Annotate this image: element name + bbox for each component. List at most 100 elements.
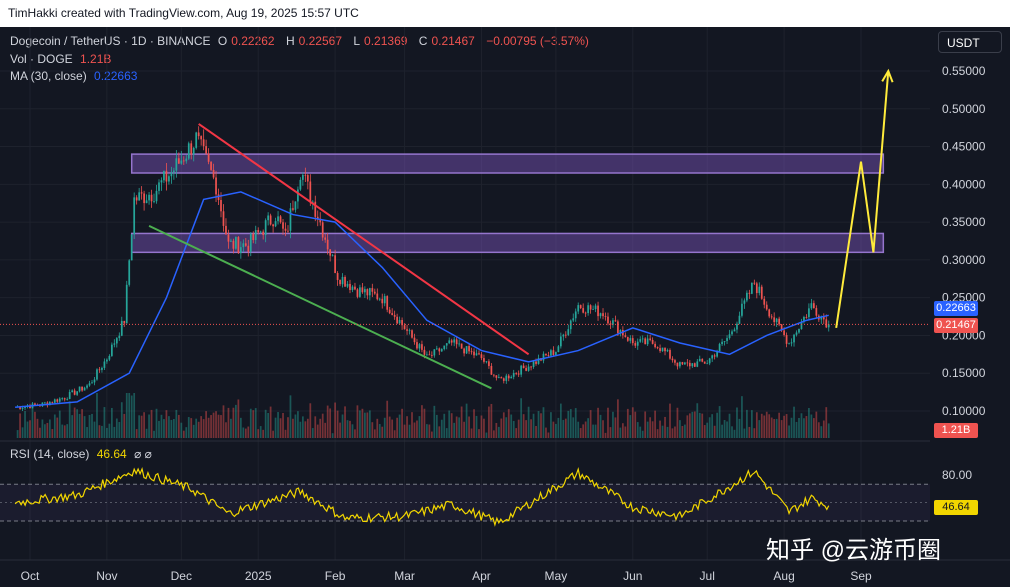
volume-bar: [453, 422, 456, 438]
volume-bar: [646, 421, 649, 438]
candle-body: [773, 317, 776, 323]
candle-body: [81, 386, 83, 391]
volume-bar: [44, 424, 46, 438]
currency-button[interactable]: USDT: [938, 31, 1002, 53]
candle-body: [53, 399, 56, 403]
candle-body: [497, 377, 500, 378]
ma-label: MA (30, close): [10, 69, 87, 83]
candle-body: [793, 334, 795, 343]
volume-bar: [500, 418, 503, 438]
volume-bar: [765, 411, 768, 438]
candle-body: [552, 350, 555, 355]
candle-body: [83, 387, 86, 391]
volume-bar: [138, 415, 141, 438]
candle-body: [403, 325, 406, 330]
candle-body: [475, 353, 478, 356]
volume-bar: [411, 412, 413, 438]
volume-bar: [619, 427, 622, 438]
candle-body: [775, 318, 778, 323]
candle-body: [743, 300, 746, 304]
volume-bar: [267, 412, 270, 438]
volume-bar: [133, 393, 136, 438]
x-tick-label: Dec: [171, 569, 192, 583]
volume-bar: [681, 426, 684, 438]
volume-bar: [817, 422, 820, 438]
symbol-legend[interactable]: Dogecoin / TetherUS · 1D · BINANCE O 0.22…: [10, 34, 593, 48]
candle-body: [321, 222, 324, 238]
volume-bar: [527, 406, 530, 438]
candle-body: [177, 158, 180, 164]
volume-bar: [674, 426, 676, 438]
symbol-name[interactable]: Dogecoin / TetherUS · 1D · BINANCE: [10, 34, 211, 48]
candle-body: [557, 346, 560, 353]
candle-body: [822, 316, 825, 320]
candle-body: [443, 345, 446, 350]
candle-body: [351, 286, 354, 290]
volume-bar: [614, 417, 617, 438]
candle-body: [445, 343, 448, 346]
volume-bar: [190, 418, 193, 438]
candle-body: [163, 170, 165, 181]
y-tick-label: 0.45000: [942, 140, 986, 154]
candle-body: [96, 369, 98, 380]
volume-bar: [641, 430, 644, 438]
rsi-legend[interactable]: RSI (14, close) 46.64 ⌀ ⌀: [10, 447, 152, 461]
volume-bar: [225, 422, 227, 438]
candle-body: [232, 240, 235, 249]
volume-bar: [244, 428, 247, 438]
volume-bar: [222, 405, 225, 438]
volume-bar: [785, 414, 788, 438]
candle-body: [684, 362, 686, 365]
candle-body: [279, 216, 282, 223]
candle-body: [795, 332, 798, 335]
rsi-visibility-icons[interactable]: ⌀ ⌀: [134, 447, 152, 461]
candle-body: [416, 342, 418, 349]
volume-bar: [356, 405, 359, 438]
open-value: 0.22262: [231, 34, 275, 48]
candle-body: [297, 189, 299, 202]
volume-bar: [391, 419, 394, 438]
candle-body: [393, 314, 396, 317]
volume-bar: [413, 422, 416, 438]
candle-body: [659, 348, 661, 352]
volume-bar: [326, 405, 329, 438]
candle-body: [160, 180, 163, 183]
candle-body: [128, 260, 131, 285]
candle-body: [272, 224, 274, 227]
candle-body: [108, 355, 111, 360]
candle-body: [572, 318, 575, 321]
volume-legend[interactable]: Vol · DOGE 1.21B: [10, 52, 115, 66]
volume-bar: [34, 411, 36, 438]
candle-body: [123, 320, 126, 324]
candle-body: [294, 201, 297, 210]
candle-body: [145, 200, 148, 204]
y-tick-label: 0.30000: [942, 253, 986, 267]
candle-body: [815, 308, 818, 316]
volume-bar: [200, 416, 203, 438]
candle-body: [173, 170, 175, 173]
candle-body: [106, 359, 108, 362]
volume-bar: [753, 428, 756, 438]
volume-bar: [359, 410, 361, 438]
candle-body: [701, 358, 704, 362]
candle-body: [225, 225, 227, 235]
volume-bar: [282, 412, 284, 438]
x-tick-label: Nov: [96, 569, 117, 583]
volume-bar: [778, 412, 781, 438]
volume-bar: [721, 424, 723, 438]
candle-body: [778, 318, 781, 325]
candle-body: [808, 308, 810, 318]
candle-body: [785, 335, 788, 344]
candle-body: [39, 405, 41, 407]
close-label: C: [418, 34, 428, 48]
volume-bar: [182, 430, 185, 438]
volume-bar: [478, 429, 480, 438]
candle-body: [522, 365, 525, 369]
volume-bar: [775, 418, 778, 438]
ma-legend[interactable]: MA (30, close) 0.22663: [10, 69, 141, 83]
candle-body: [597, 305, 599, 317]
candle-body: [29, 406, 31, 409]
volume-bar: [698, 412, 701, 438]
candle-body: [202, 139, 205, 147]
